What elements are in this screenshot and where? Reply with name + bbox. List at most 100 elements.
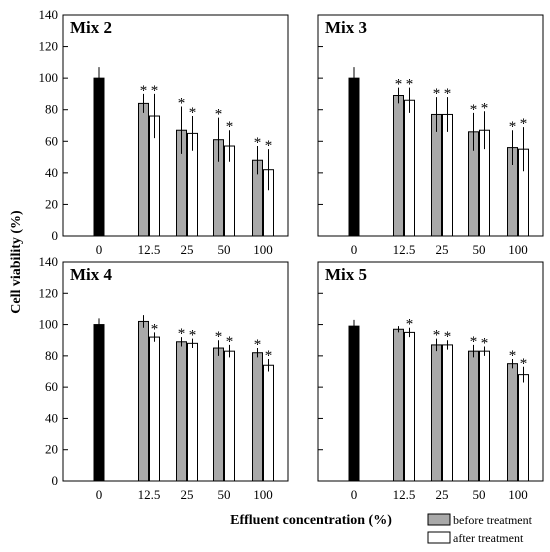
significance-marker: * — [406, 317, 414, 333]
legend-swatch-after — [427, 531, 451, 544]
x-tick-label: 12.5 — [138, 487, 161, 502]
y-tick-label: 80 — [45, 348, 58, 363]
x-tick-label: 50 — [473, 242, 486, 257]
y-tick-label: 120 — [39, 39, 59, 54]
bar-after — [442, 344, 453, 482]
bar-after — [149, 336, 160, 482]
panel-title: Mix 5 — [325, 265, 367, 284]
bar-before — [431, 113, 442, 237]
significance-marker: * — [151, 83, 159, 99]
x-axis-title: Effluent concentration (%) — [230, 513, 392, 528]
significance-marker: * — [470, 102, 478, 118]
x-tick-label: 25 — [436, 242, 449, 257]
significance-marker: * — [189, 328, 197, 344]
bar-after — [479, 350, 490, 482]
x-tick-label: 100 — [508, 242, 528, 257]
bar-before — [393, 328, 404, 482]
significance-marker: * — [433, 328, 441, 344]
significance-marker: * — [265, 138, 273, 154]
bar-control — [93, 77, 105, 237]
y-tick-label: 40 — [45, 165, 58, 180]
bar-before — [252, 352, 263, 482]
significance-marker: * — [178, 326, 186, 342]
significance-marker: * — [444, 329, 452, 345]
chart-panel-2: Mix 30 12.5 25 50 100******** — [317, 14, 544, 257]
y-tick-label: 60 — [45, 379, 58, 394]
y-tick-label: 20 — [45, 196, 58, 211]
y-tick-label: 140 — [39, 254, 59, 269]
panel-title: Mix 2 — [70, 18, 112, 37]
significance-marker: * — [254, 135, 262, 151]
x-tick-label: 50 — [218, 242, 231, 257]
bar-after — [404, 331, 415, 482]
y-tick-label: 100 — [39, 317, 59, 332]
significance-marker: * — [151, 321, 159, 337]
x-tick-label: 25 — [436, 487, 449, 502]
y-tick-label: 20 — [45, 442, 58, 457]
bar-before — [138, 102, 149, 237]
significance-marker: * — [178, 96, 186, 112]
significance-marker: * — [226, 334, 234, 350]
x-tick-label: 12.5 — [138, 242, 161, 257]
significance-marker: * — [470, 334, 478, 350]
significance-marker: * — [406, 77, 414, 93]
plot-frame — [317, 261, 544, 482]
plot-frame — [317, 14, 544, 237]
bar-before — [431, 344, 442, 482]
significance-marker: * — [481, 335, 489, 351]
significance-marker: * — [215, 329, 223, 345]
significance-marker: * — [189, 105, 197, 121]
bar-after — [263, 364, 274, 482]
significance-marker: * — [444, 86, 452, 102]
significance-marker: * — [509, 348, 517, 364]
significance-marker: * — [520, 356, 528, 372]
panel-title: Mix 4 — [70, 265, 113, 284]
significance-marker: * — [265, 348, 273, 364]
bar-control — [93, 324, 105, 482]
bar-before — [507, 363, 518, 482]
y-tick-label: 0 — [52, 473, 59, 488]
y-tick-label: 40 — [45, 410, 58, 425]
x-tick-label: 25 — [181, 242, 194, 257]
x-tick-label: 0 — [96, 242, 103, 257]
bar-before — [176, 341, 187, 482]
bar-before — [213, 347, 224, 482]
y-axis-title: Cell viability (%) — [9, 210, 24, 314]
y-tick-label: 60 — [45, 133, 58, 148]
significance-marker: * — [254, 337, 262, 353]
bar-after — [224, 350, 235, 482]
significance-marker: * — [215, 107, 223, 123]
x-tick-label: 12.5 — [393, 487, 416, 502]
x-tick-label: 12.5 — [393, 242, 416, 257]
significance-marker: * — [509, 119, 517, 135]
y-tick-label: 140 — [39, 7, 59, 22]
legend: before treatment after treatment — [427, 513, 533, 545]
significance-marker: * — [433, 86, 441, 102]
x-tick-label: 100 — [253, 242, 273, 257]
bar-before — [138, 320, 149, 482]
significance-marker: * — [395, 77, 403, 93]
x-tick-label: 100 — [253, 487, 273, 502]
x-tick-label: 50 — [473, 487, 486, 502]
x-tick-label: 0 — [96, 487, 103, 502]
y-tick-label: 0 — [52, 228, 59, 243]
plot-frame — [62, 14, 289, 237]
significance-marker: * — [140, 83, 148, 99]
x-tick-label: 100 — [508, 487, 528, 502]
bar-after — [404, 99, 415, 237]
bar-before — [468, 350, 479, 482]
x-tick-label: 0 — [351, 242, 358, 257]
bar-after — [518, 374, 529, 482]
legend-label-after: after treatment — [453, 531, 524, 545]
y-tick-label: 120 — [39, 285, 59, 300]
significance-marker: * — [226, 119, 234, 135]
bar-control — [348, 325, 360, 482]
significance-marker: * — [520, 116, 528, 132]
plot-frame — [62, 261, 289, 482]
bar-before — [393, 95, 404, 237]
y-tick-label: 80 — [45, 102, 58, 117]
x-tick-label: 25 — [181, 487, 194, 502]
